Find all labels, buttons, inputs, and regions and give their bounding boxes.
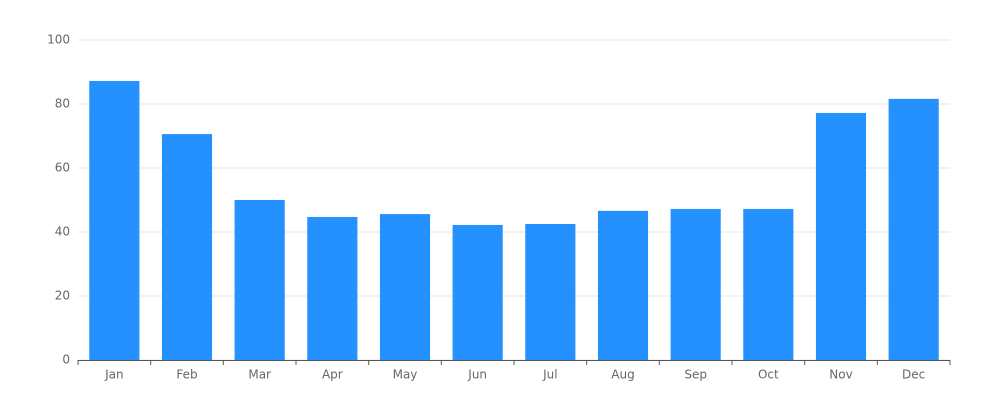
bar [525, 224, 576, 360]
bar [888, 98, 939, 360]
y-tick-label: 0 [62, 353, 70, 367]
bar [307, 216, 358, 360]
x-tick-label: Mar [248, 368, 271, 382]
bar [161, 134, 213, 360]
x-tick-label: Feb [176, 368, 197, 382]
y-tick-label: 40 [55, 225, 70, 239]
x-tick-label: May [393, 368, 418, 382]
x-tick-label: Sep [684, 368, 707, 382]
x-tick-label: Dec [902, 368, 925, 382]
bar [452, 224, 503, 360]
x-tick-label: Oct [758, 368, 779, 382]
y-tick-label: 60 [55, 161, 70, 175]
x-tick-label: Jun [467, 368, 487, 382]
y-tick-label: 100 [47, 33, 70, 47]
bar [234, 200, 285, 360]
bar [815, 112, 867, 361]
x-tick-label: Jan [104, 368, 124, 382]
x-tick-label: Jul [542, 368, 557, 382]
bar [670, 208, 721, 360]
bar [379, 214, 431, 360]
y-tick-label: 20 [55, 289, 70, 303]
y-tick-label: 80 [55, 97, 70, 111]
x-tick-label: Nov [829, 368, 852, 382]
bar [89, 80, 140, 361]
x-tick-label: Aug [611, 368, 634, 382]
bar [597, 210, 649, 360]
bar [743, 208, 794, 360]
x-tick-label: Apr [322, 368, 343, 382]
